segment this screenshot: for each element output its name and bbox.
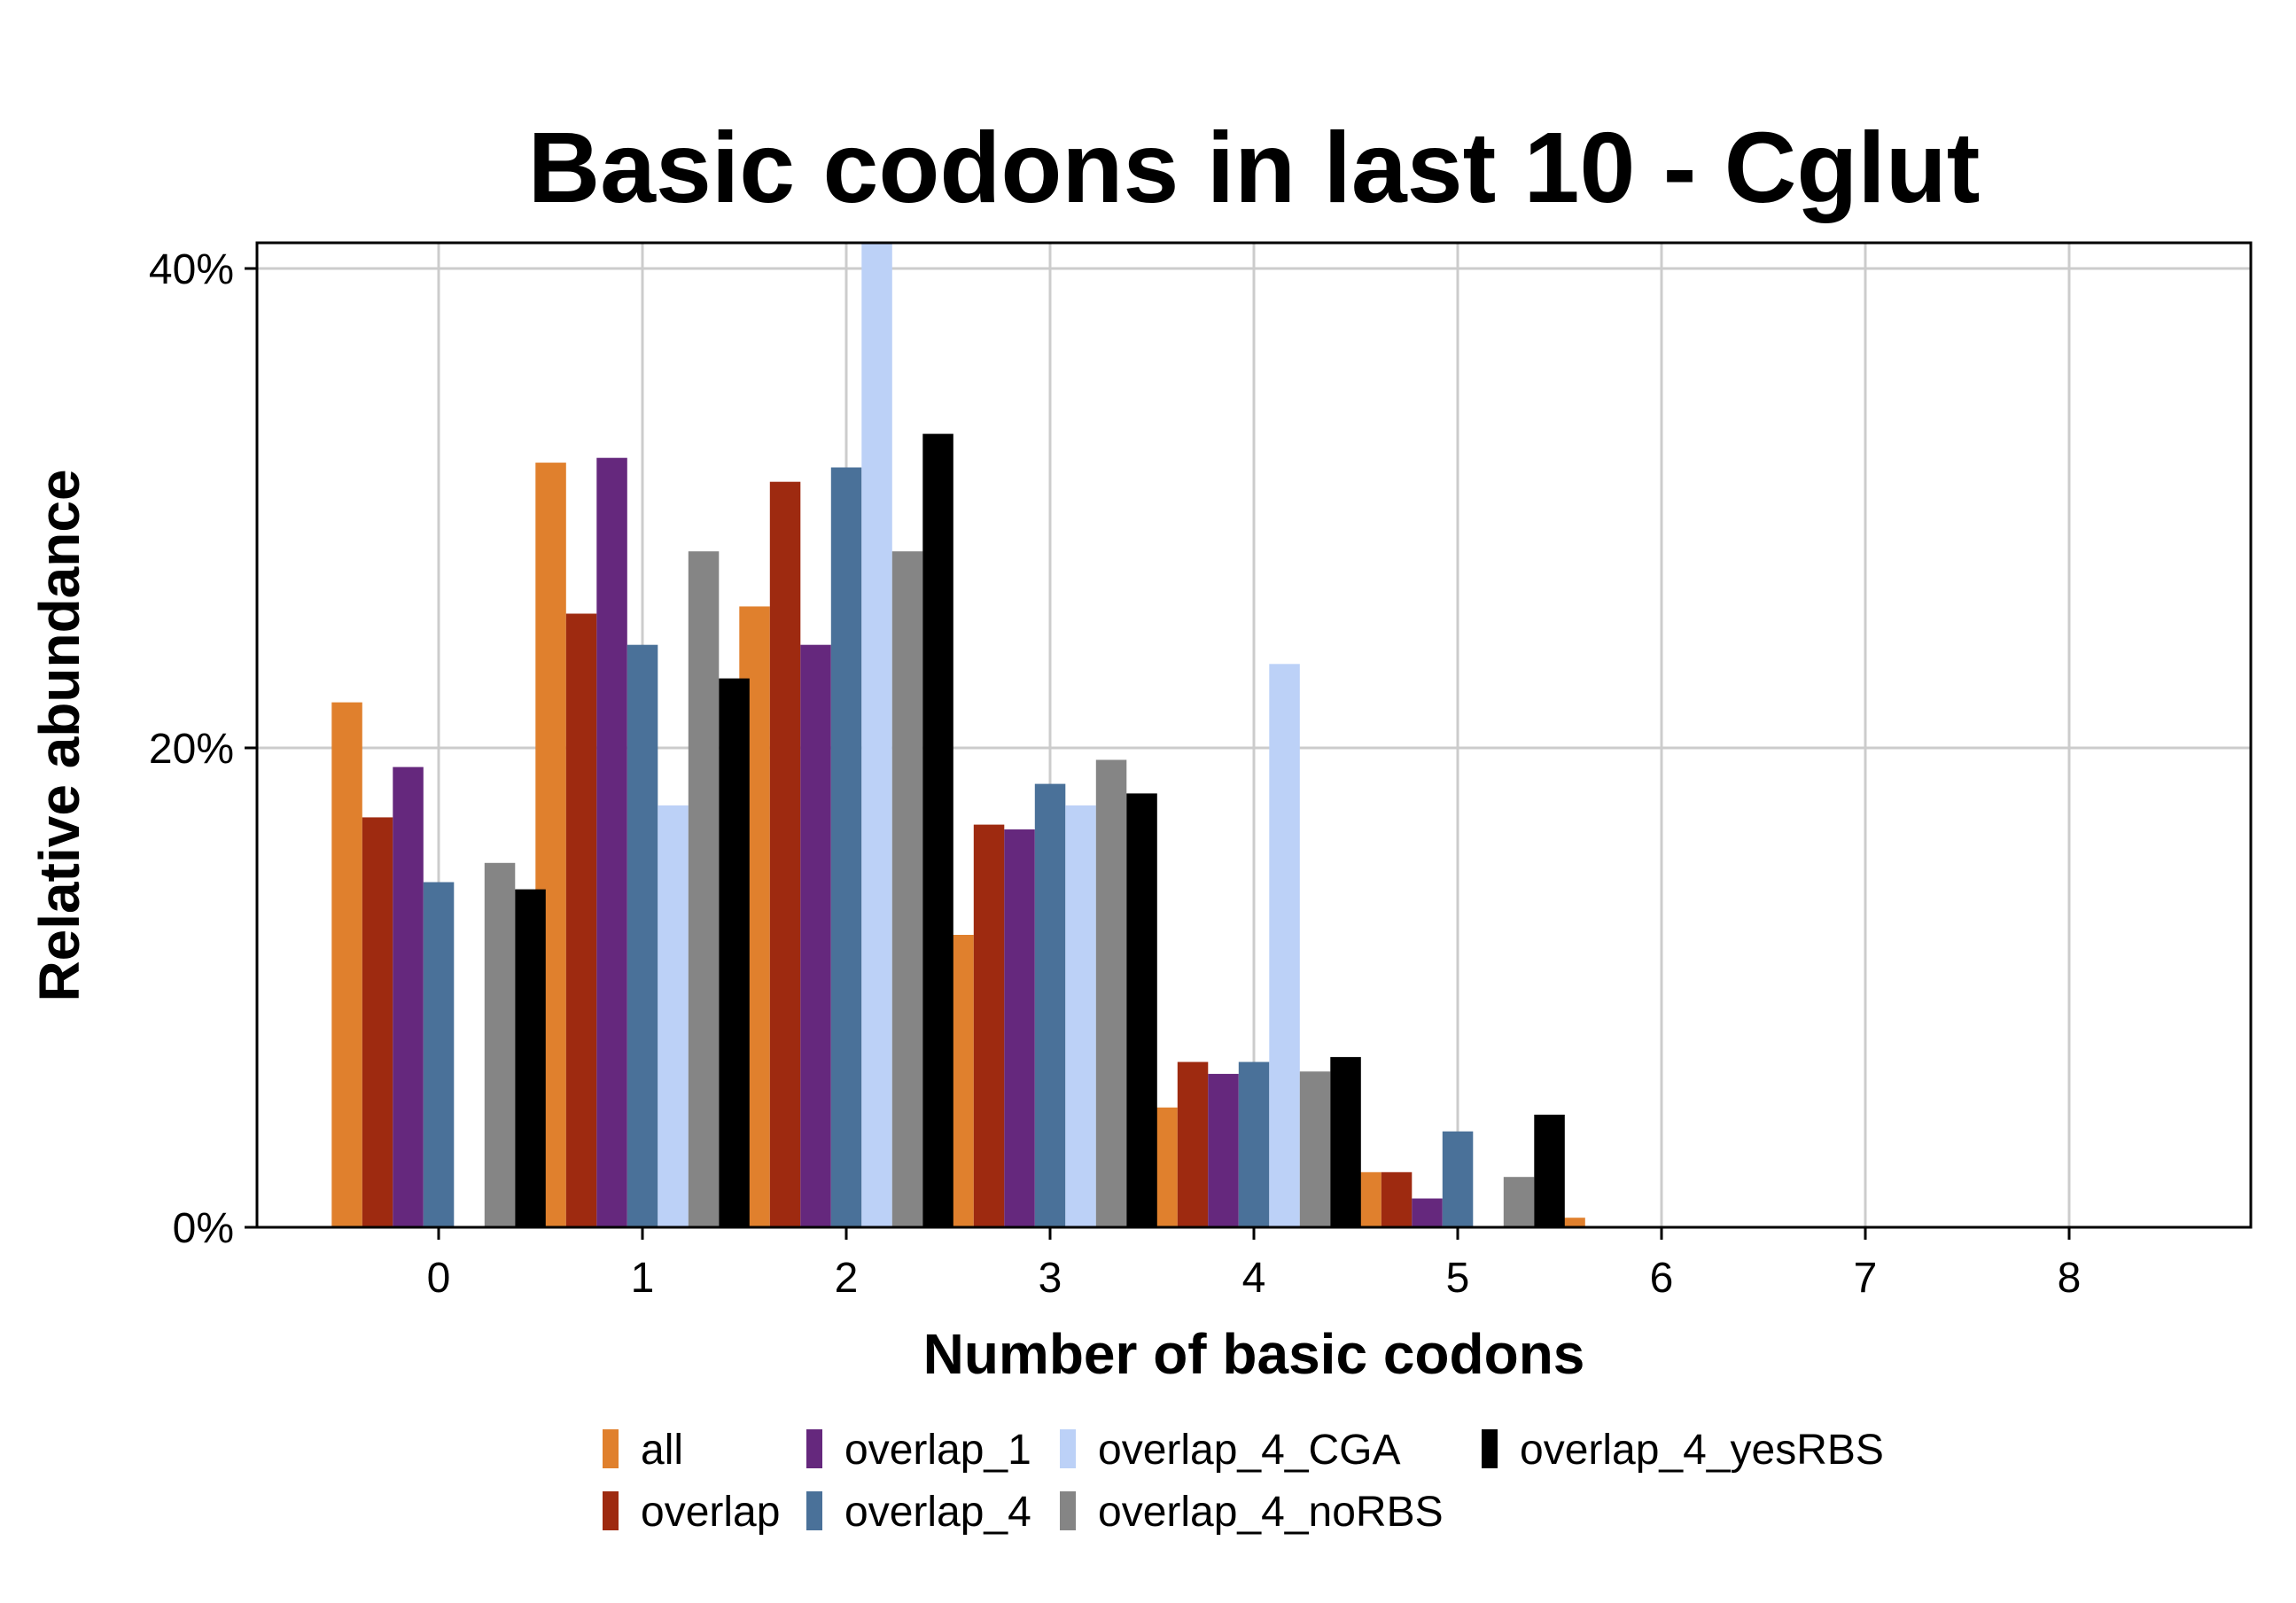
bar-overlap_4_CGA-4 xyxy=(1269,664,1300,1227)
bar-overlap-5 xyxy=(1381,1171,1413,1227)
bar-overlap-0 xyxy=(362,817,393,1227)
bar-overlap_4-2 xyxy=(830,467,862,1227)
x-tick-label: 8 xyxy=(2058,1255,2082,1302)
axis-ticks: 0 1 2 3 4 5 6 7 8 0% 20% 40% xyxy=(149,246,2081,1302)
bar-overlap_4-0 xyxy=(423,882,455,1227)
y-tick-label: 20% xyxy=(149,726,234,773)
x-tick-label: 5 xyxy=(1446,1255,1470,1302)
bar-overlap_4-1 xyxy=(627,644,658,1227)
x-tick-label: 7 xyxy=(1854,1255,1878,1302)
legend-label-overlap_4_yesRBS: overlap_4_yesRBS xyxy=(1520,1427,1884,1474)
y-axis-title: Relative abundance xyxy=(27,469,91,1001)
x-tick-label: 6 xyxy=(1650,1255,1674,1302)
bar-overlap_4_yesRBS-5 xyxy=(1534,1114,1565,1227)
chart-title: Basic codons in last 10 - Cglut xyxy=(528,112,1981,223)
x-tick-label: 0 xyxy=(427,1255,451,1302)
bars xyxy=(331,243,1993,1229)
legend: all overlap overlap_1 overlap_4 overlap_4_CG… xyxy=(603,1427,1884,1536)
bar-all-0 xyxy=(331,702,362,1227)
legend-swatch-overlap_1 xyxy=(806,1429,822,1468)
bar-overlap_4-5 xyxy=(1442,1131,1474,1227)
legend-label-all: all xyxy=(641,1427,683,1474)
bar-overlap_4_noRBS-5 xyxy=(1503,1177,1535,1227)
bar-overlap-3 xyxy=(973,824,1005,1227)
legend-swatch-overlap_4 xyxy=(806,1491,822,1530)
x-axis-title: Number of basic codons xyxy=(923,1322,1585,1386)
x-tick-label: 2 xyxy=(835,1255,859,1302)
legend-swatch-overlap xyxy=(603,1491,619,1530)
bar-overlap_4_noRBS-2 xyxy=(891,551,923,1227)
legend-label-overlap_1: overlap_1 xyxy=(844,1427,1031,1474)
bar-overlap_4_CGA-2 xyxy=(861,243,892,1227)
bar-overlap_4-3 xyxy=(1034,783,1066,1227)
bar-overlap_1-2 xyxy=(800,644,831,1227)
bar-overlap_4_yesRBS-3 xyxy=(1126,793,1157,1227)
bar-overlap_4_yesRBS-2 xyxy=(922,433,953,1228)
bar-overlap_4_noRBS-3 xyxy=(1095,759,1127,1227)
legend-label-overlap_4: overlap_4 xyxy=(844,1489,1031,1536)
bar-overlap-4 xyxy=(1177,1062,1209,1227)
bar-overlap_4_yesRBS-0 xyxy=(515,889,546,1227)
x-tick-label: 1 xyxy=(631,1255,655,1302)
x-tick-label: 3 xyxy=(1039,1255,1062,1302)
legend-swatch-overlap_4_CGA xyxy=(1060,1429,1076,1468)
bar-overlap_1-5 xyxy=(1412,1198,1443,1227)
bar-overlap-2 xyxy=(769,481,801,1227)
bar-overlap-1 xyxy=(565,613,597,1227)
bar-overlap_4_yesRBS-4 xyxy=(1330,1056,1361,1227)
bar-overlap_4_CGA-3 xyxy=(1065,805,1096,1227)
legend-swatch-overlap_4_noRBS xyxy=(1060,1491,1076,1530)
bar-overlap_4_noRBS-4 xyxy=(1299,1071,1331,1227)
bar-overlap_4_noRBS-0 xyxy=(484,862,516,1227)
bar-overlap_4_yesRBS-1 xyxy=(719,678,750,1227)
y-tick-label: 40% xyxy=(149,246,234,293)
bar-all-6 xyxy=(1554,1218,1585,1227)
bar-overlap_1-0 xyxy=(393,766,424,1227)
y-tick-label: 0% xyxy=(173,1205,234,1252)
bar-overlap_4-4 xyxy=(1238,1062,1270,1227)
legend-label-overlap_4_noRBS: overlap_4_noRBS xyxy=(1098,1489,1444,1536)
legend-swatch-all xyxy=(603,1429,619,1468)
legend-label-overlap: overlap xyxy=(641,1489,780,1536)
bar-overlap_1-3 xyxy=(1004,829,1035,1227)
legend-swatch-overlap_4_yesRBS xyxy=(1482,1429,1498,1468)
x-tick-label: 4 xyxy=(1242,1255,1266,1302)
bar-overlap_1-4 xyxy=(1208,1073,1239,1227)
bar-overlap_4_CGA-1 xyxy=(658,805,689,1227)
bar-overlap_1-1 xyxy=(596,457,627,1227)
bar-overlap_4_noRBS-1 xyxy=(688,551,720,1227)
legend-label-overlap_4_CGA: overlap_4_CGA xyxy=(1098,1427,1401,1474)
